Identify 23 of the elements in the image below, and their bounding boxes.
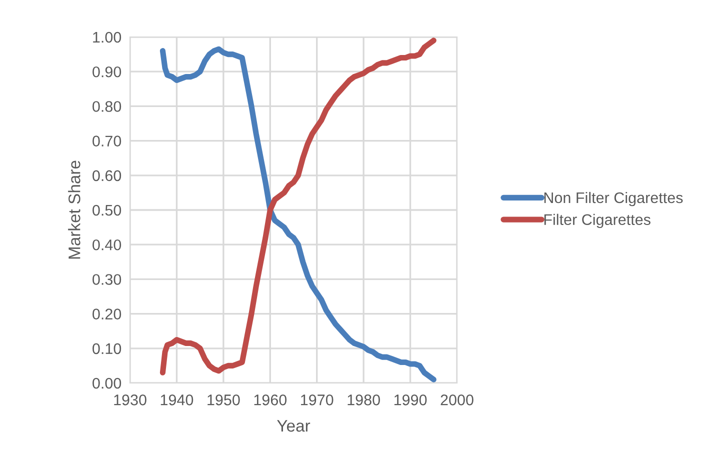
y-tick-label: 0.80 (92, 101, 122, 112)
x-tick-label: 1940 (160, 394, 194, 406)
x-axis-title: Year (277, 420, 310, 432)
y-tick-label: 0.40 (92, 239, 122, 250)
x-tick-label: 2000 (440, 394, 474, 406)
y-tick-label: 0.10 (92, 343, 122, 354)
y-tick-label: 0.00 (92, 378, 122, 389)
y-tick-label: 0.50 (92, 204, 122, 216)
legend-label: Non Filter Cigarettes (544, 192, 683, 206)
x-tick-label: 1960 (254, 394, 287, 406)
y-tick-label: 0.20 (92, 308, 122, 320)
y-tick-label: 0.30 (92, 274, 122, 285)
y-tick-label: 1.00 (93, 32, 122, 43)
y-tick-label: 0.60 (92, 170, 122, 182)
y-axis-title: Market Share (68, 160, 80, 259)
x-tick-label: 1950 (208, 394, 240, 406)
legend-label: Filter Cigarettes (544, 214, 650, 228)
y-tick-label: 0.90 (92, 66, 122, 78)
x-tick-label: 1930 (114, 394, 146, 406)
x-tick-label: 1970 (301, 394, 334, 406)
x-tick-label: 1980 (348, 394, 380, 406)
x-tick-label: 1990 (394, 394, 427, 406)
y-tick-label: 0.70 (92, 136, 122, 146)
